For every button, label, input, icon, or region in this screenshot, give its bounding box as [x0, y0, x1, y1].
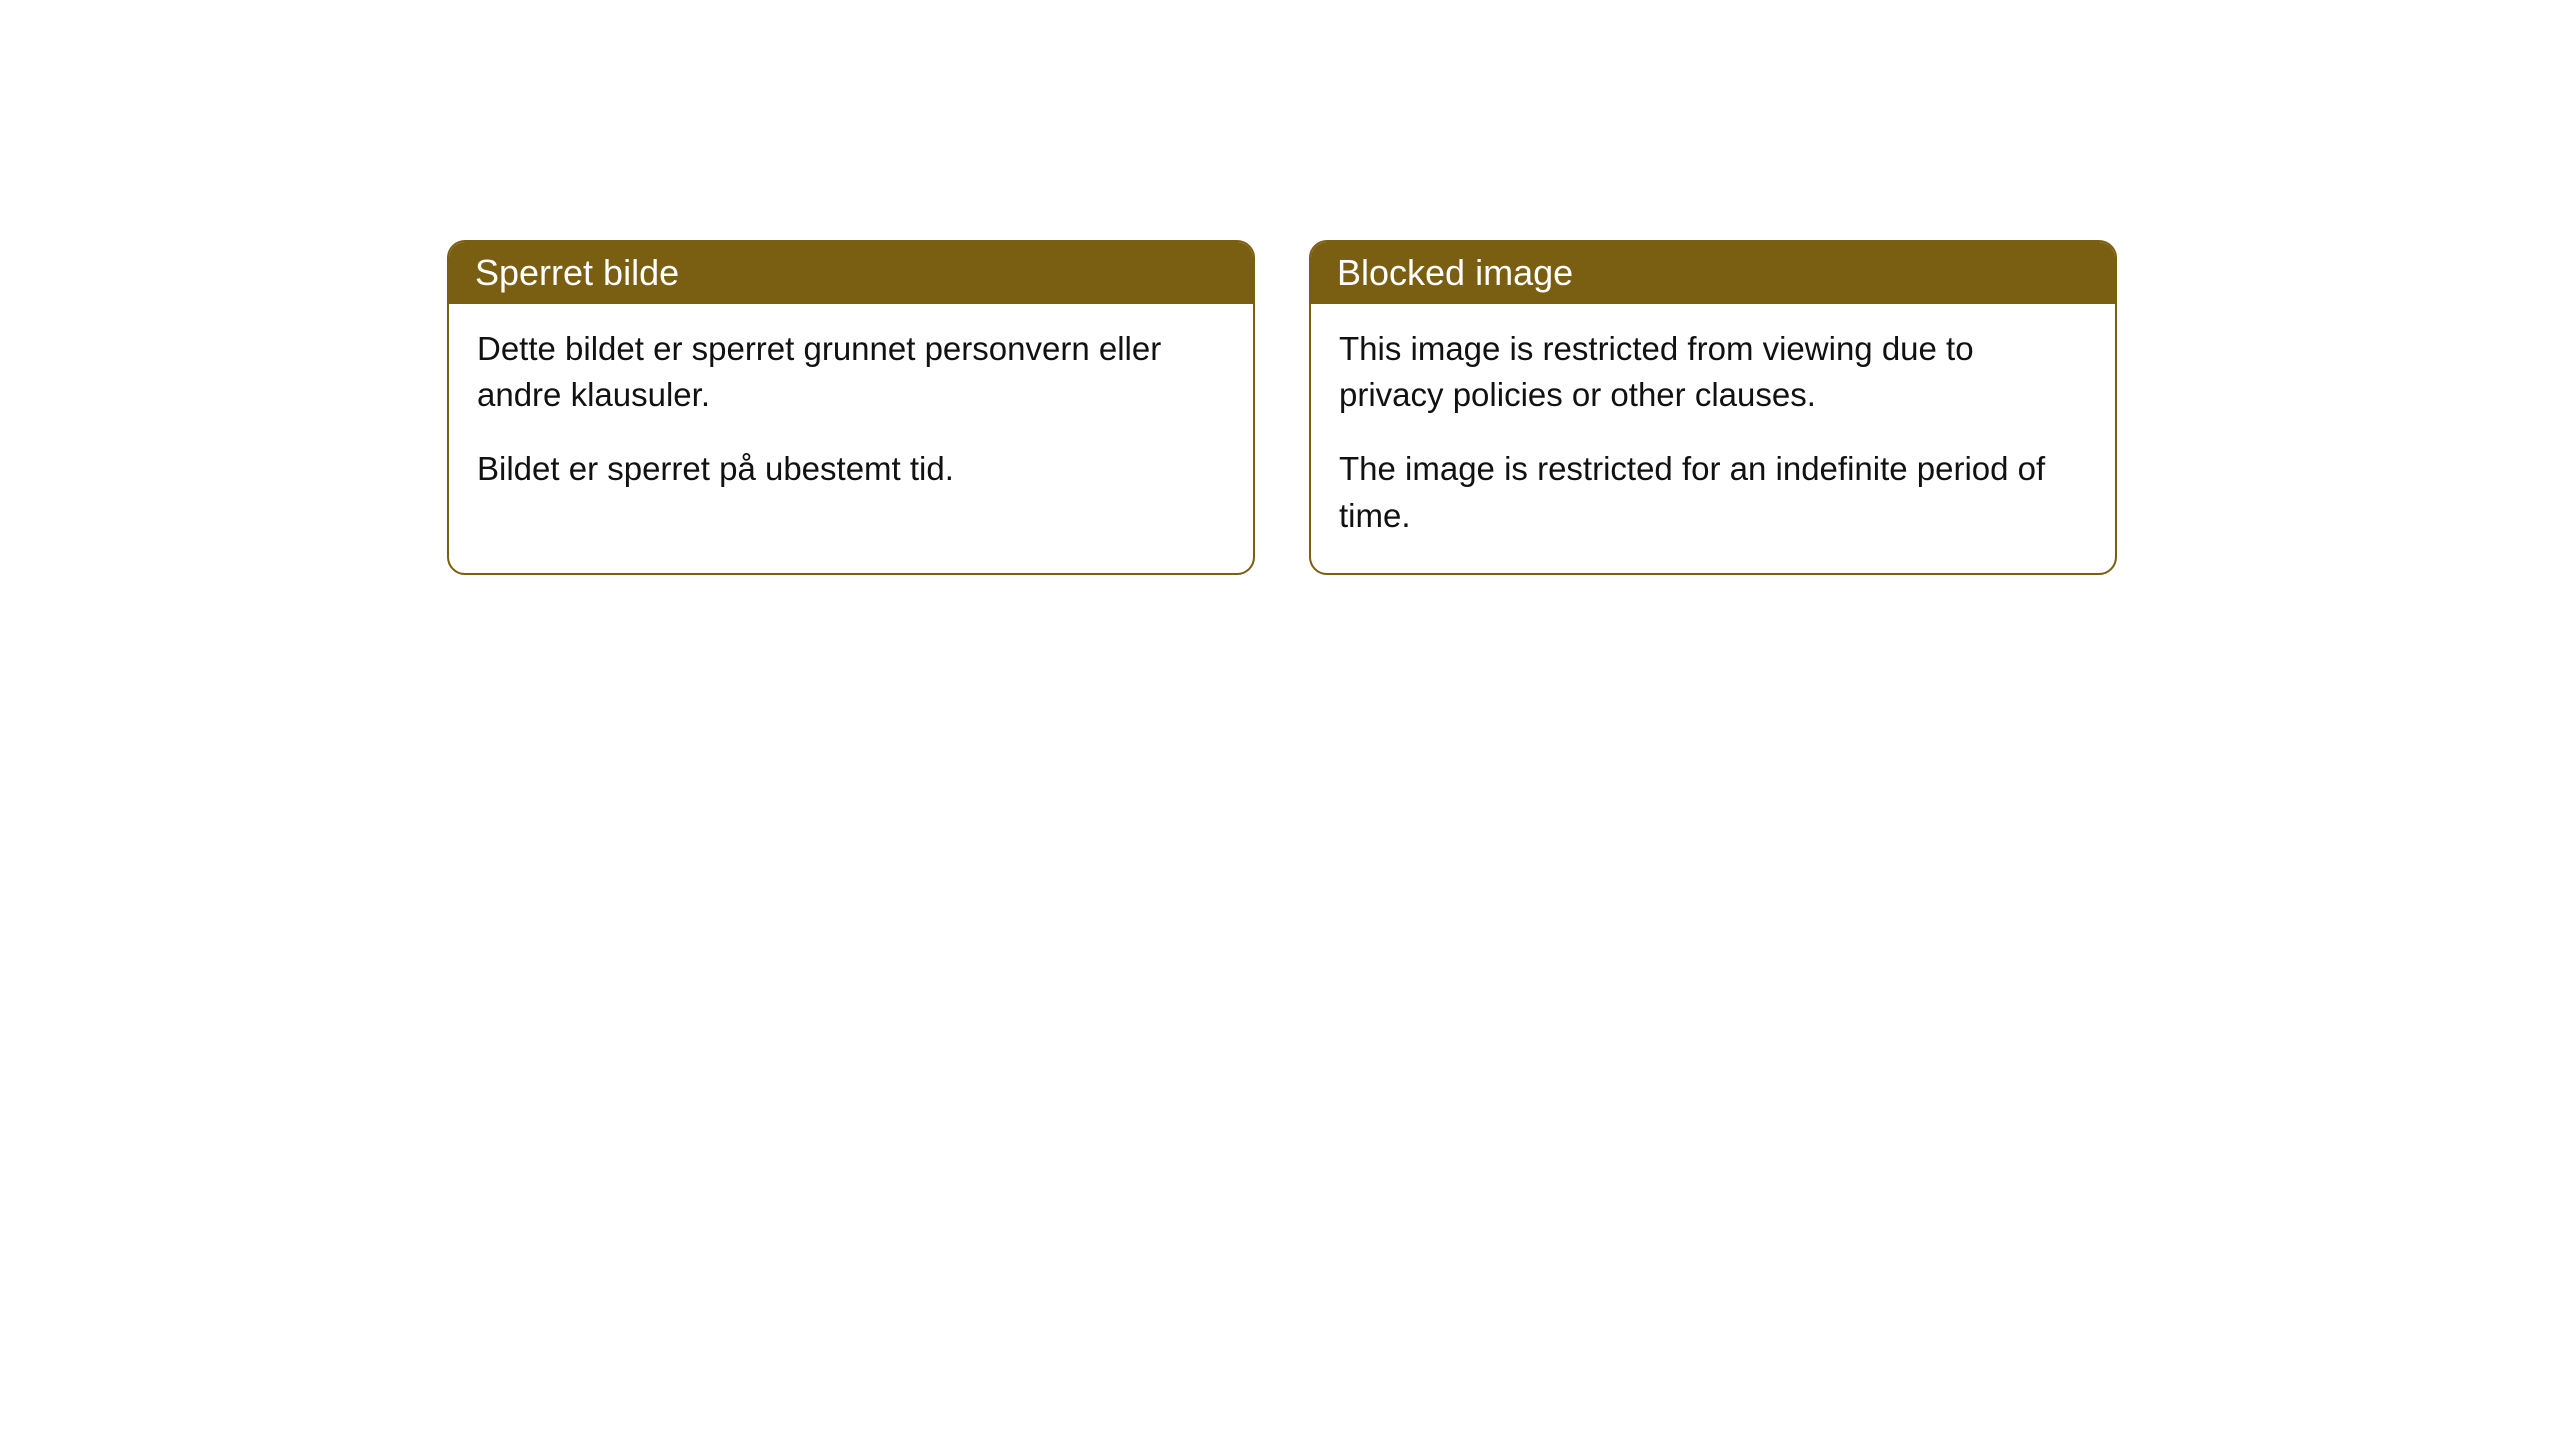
notice-container: Sperret bilde Dette bildet er sperret gr…	[447, 240, 2117, 575]
notice-paragraph: Bildet er sperret på ubestemt tid.	[477, 446, 1225, 492]
notice-paragraph: The image is restricted for an indefinit…	[1339, 446, 2087, 538]
card-header-norwegian: Sperret bilde	[449, 242, 1253, 304]
notice-paragraph: Dette bildet er sperret grunnet personve…	[477, 326, 1225, 418]
card-title: Blocked image	[1337, 252, 1573, 293]
notice-paragraph: This image is restricted from viewing du…	[1339, 326, 2087, 418]
card-header-english: Blocked image	[1311, 242, 2115, 304]
card-title: Sperret bilde	[475, 252, 679, 293]
card-body-norwegian: Dette bildet er sperret grunnet personve…	[449, 304, 1253, 527]
card-body-english: This image is restricted from viewing du…	[1311, 304, 2115, 573]
blocked-image-card-english: Blocked image This image is restricted f…	[1309, 240, 2117, 575]
blocked-image-card-norwegian: Sperret bilde Dette bildet er sperret gr…	[447, 240, 1255, 575]
